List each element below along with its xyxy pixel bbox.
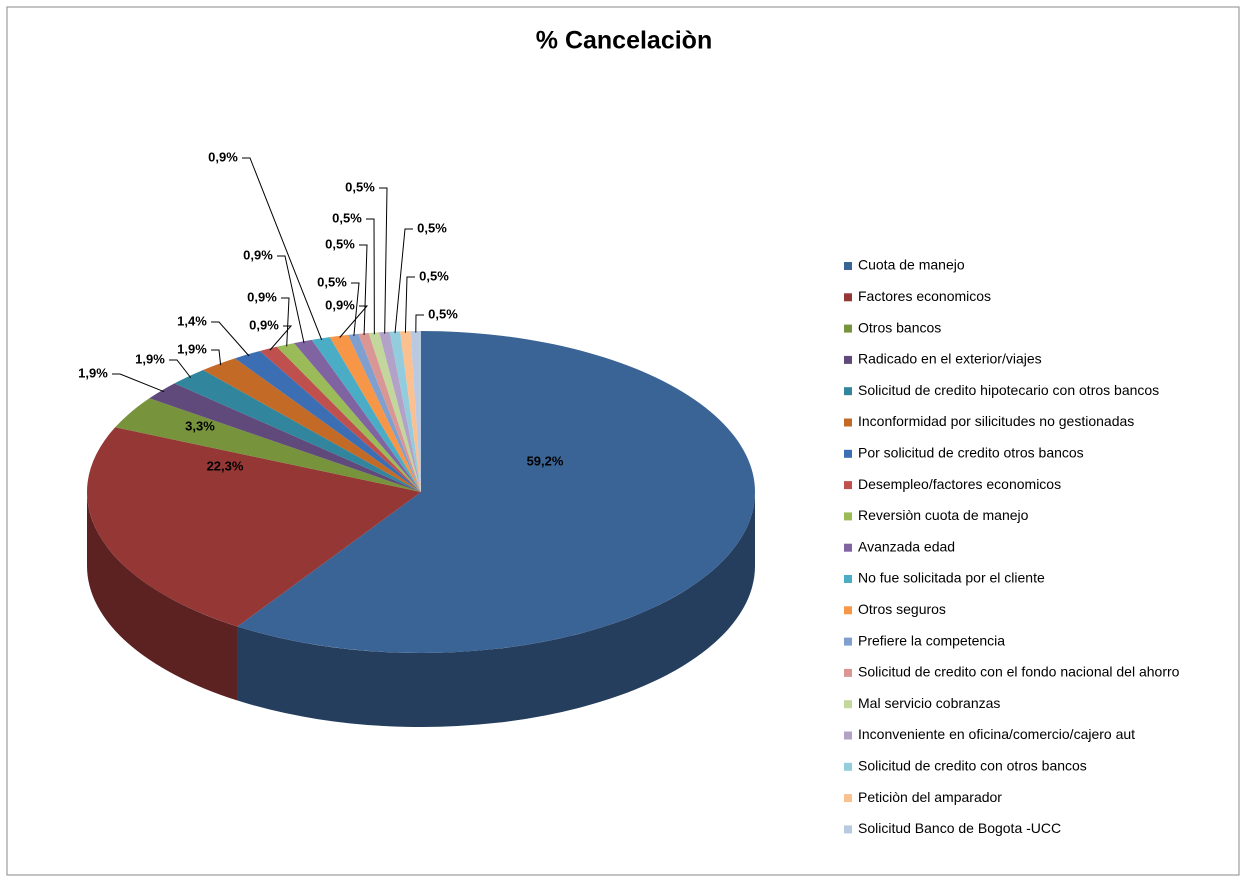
data-label: 0,9%: [208, 149, 238, 164]
leader-line: [169, 359, 192, 378]
data-label: 0,5%: [419, 268, 449, 283]
leader-line: [242, 157, 323, 341]
legend-label: Solicitud Banco de Bogota -UCC: [858, 820, 1061, 836]
slice: [203, 358, 421, 492]
leader-line: [366, 218, 375, 335]
leader-line: [359, 244, 368, 336]
data-label: 0,9%: [249, 317, 279, 332]
slice: [276, 343, 421, 492]
legend-label: Radicado en el exterior/viajes: [858, 351, 1042, 367]
data-label: 0,9%: [325, 297, 355, 312]
data-label: 1,9%: [135, 351, 165, 366]
leader-line: [379, 187, 388, 334]
leader-line: [351, 282, 360, 336]
data-label: 1,9%: [78, 365, 108, 380]
legend-label: Inconveniente en oficina/comercio/cajero…: [858, 726, 1135, 742]
data-label: 22,3%: [207, 458, 244, 473]
data-label: 0,5%: [317, 274, 347, 289]
legend-swatch: [844, 262, 852, 270]
legend-swatch: [844, 606, 852, 615]
slice: [368, 332, 421, 492]
legend-label: Desempleo/factores economicos: [858, 476, 1061, 492]
slice: [86, 427, 421, 627]
slice: [389, 331, 421, 492]
data-label: 0,5%: [325, 236, 355, 251]
legend-label: Reversiòn cuota de manejo: [858, 507, 1029, 523]
slice: [329, 334, 421, 492]
legend-swatch: [844, 668, 852, 677]
legend-swatch: [844, 324, 852, 333]
slice: [294, 339, 421, 492]
slice: [174, 369, 421, 492]
legend-swatch: [844, 731, 852, 740]
legend-swatch: [844, 293, 852, 302]
legend-swatch: [844, 762, 852, 771]
legend-label: Solicitud de credito hipotecario con otr…: [858, 382, 1159, 398]
legend-swatch: [844, 543, 852, 552]
slice: [400, 331, 421, 492]
legend-swatch: [844, 825, 852, 834]
legend-swatch: [844, 575, 852, 583]
legend-swatch: [844, 481, 852, 490]
data-label: 59,2%: [527, 453, 564, 468]
legend-label: Inconformidad por silicitudes no gestion…: [858, 413, 1134, 429]
legend-label: Por solicitud de credito otros bancos: [858, 445, 1084, 461]
legend-label: Peticiòn del amparador: [858, 789, 1002, 805]
slice: [234, 350, 421, 492]
slice: [358, 332, 421, 492]
leader-line: [415, 314, 424, 333]
data-label: 3,3%: [185, 418, 215, 433]
legend-label: Factores economicos: [858, 288, 991, 304]
slice: [311, 337, 421, 492]
legend-label: No fue solicitada por el cliente: [858, 570, 1045, 586]
legend-swatch: [844, 794, 852, 803]
leader-line: [339, 305, 369, 338]
legend-swatch: [844, 512, 852, 521]
legend-label: Solicitud de credito con el fondo nacion…: [858, 664, 1180, 680]
slice: [149, 383, 422, 492]
slice: [115, 398, 421, 492]
legend-label: Prefiere la competencia: [858, 632, 1005, 648]
legend-label: Mal servicio cobranzas: [858, 695, 1000, 711]
leader-line: [211, 349, 222, 366]
slice: [348, 333, 421, 492]
legend-label: Otros seguros: [858, 601, 946, 617]
slice: [379, 331, 421, 492]
data-label: 0,9%: [247, 289, 277, 304]
data-label: 1,4%: [177, 313, 207, 328]
leader-line: [269, 325, 293, 351]
data-label: 0,9%: [243, 247, 273, 262]
leader-line: [112, 373, 165, 393]
data-label: 0,5%: [417, 220, 447, 235]
slice: [410, 331, 421, 492]
slice: [237, 331, 755, 654]
data-label: 0,5%: [332, 210, 362, 225]
legend-swatch: [844, 355, 852, 364]
slice-side: [237, 492, 756, 728]
data-label: 1,9%: [177, 341, 207, 356]
legend-swatch: [844, 700, 852, 709]
legend-swatch: [844, 449, 852, 458]
legend-swatch: [844, 637, 852, 646]
leader-line: [394, 228, 413, 334]
chart-title: % Cancelaciòn: [536, 27, 712, 55]
leader-line: [211, 321, 250, 357]
leader-line: [404, 276, 415, 333]
legend-label: Otros bancos: [858, 319, 941, 335]
leader-line: [281, 297, 290, 347]
legend-label: Cuota de manejo: [858, 257, 965, 273]
legend-swatch: [844, 418, 852, 427]
slice-side: [87, 492, 238, 701]
legend-label: Avanzada edad: [858, 538, 955, 554]
data-label: 0,5%: [345, 179, 375, 194]
data-label: 0,5%: [428, 306, 458, 321]
leader-line: [277, 255, 305, 344]
legend-swatch: [844, 387, 852, 396]
slice: [259, 346, 421, 492]
legend-label: Solicitud de credito con otros bancos: [858, 758, 1087, 774]
